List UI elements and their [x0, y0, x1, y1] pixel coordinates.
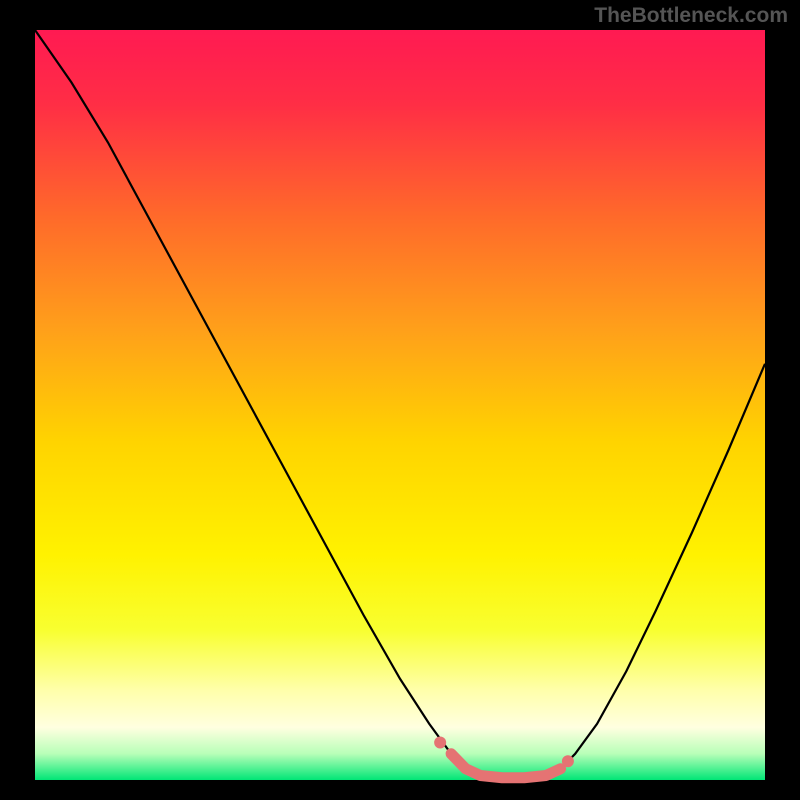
plot-area	[35, 30, 765, 780]
highlight-start-dot	[434, 737, 446, 749]
watermark-text: TheBottleneck.com	[594, 4, 788, 28]
chart-svg	[0, 0, 800, 800]
highlight-end-dot	[562, 755, 574, 767]
chart-container: TheBottleneck.com	[0, 0, 800, 800]
